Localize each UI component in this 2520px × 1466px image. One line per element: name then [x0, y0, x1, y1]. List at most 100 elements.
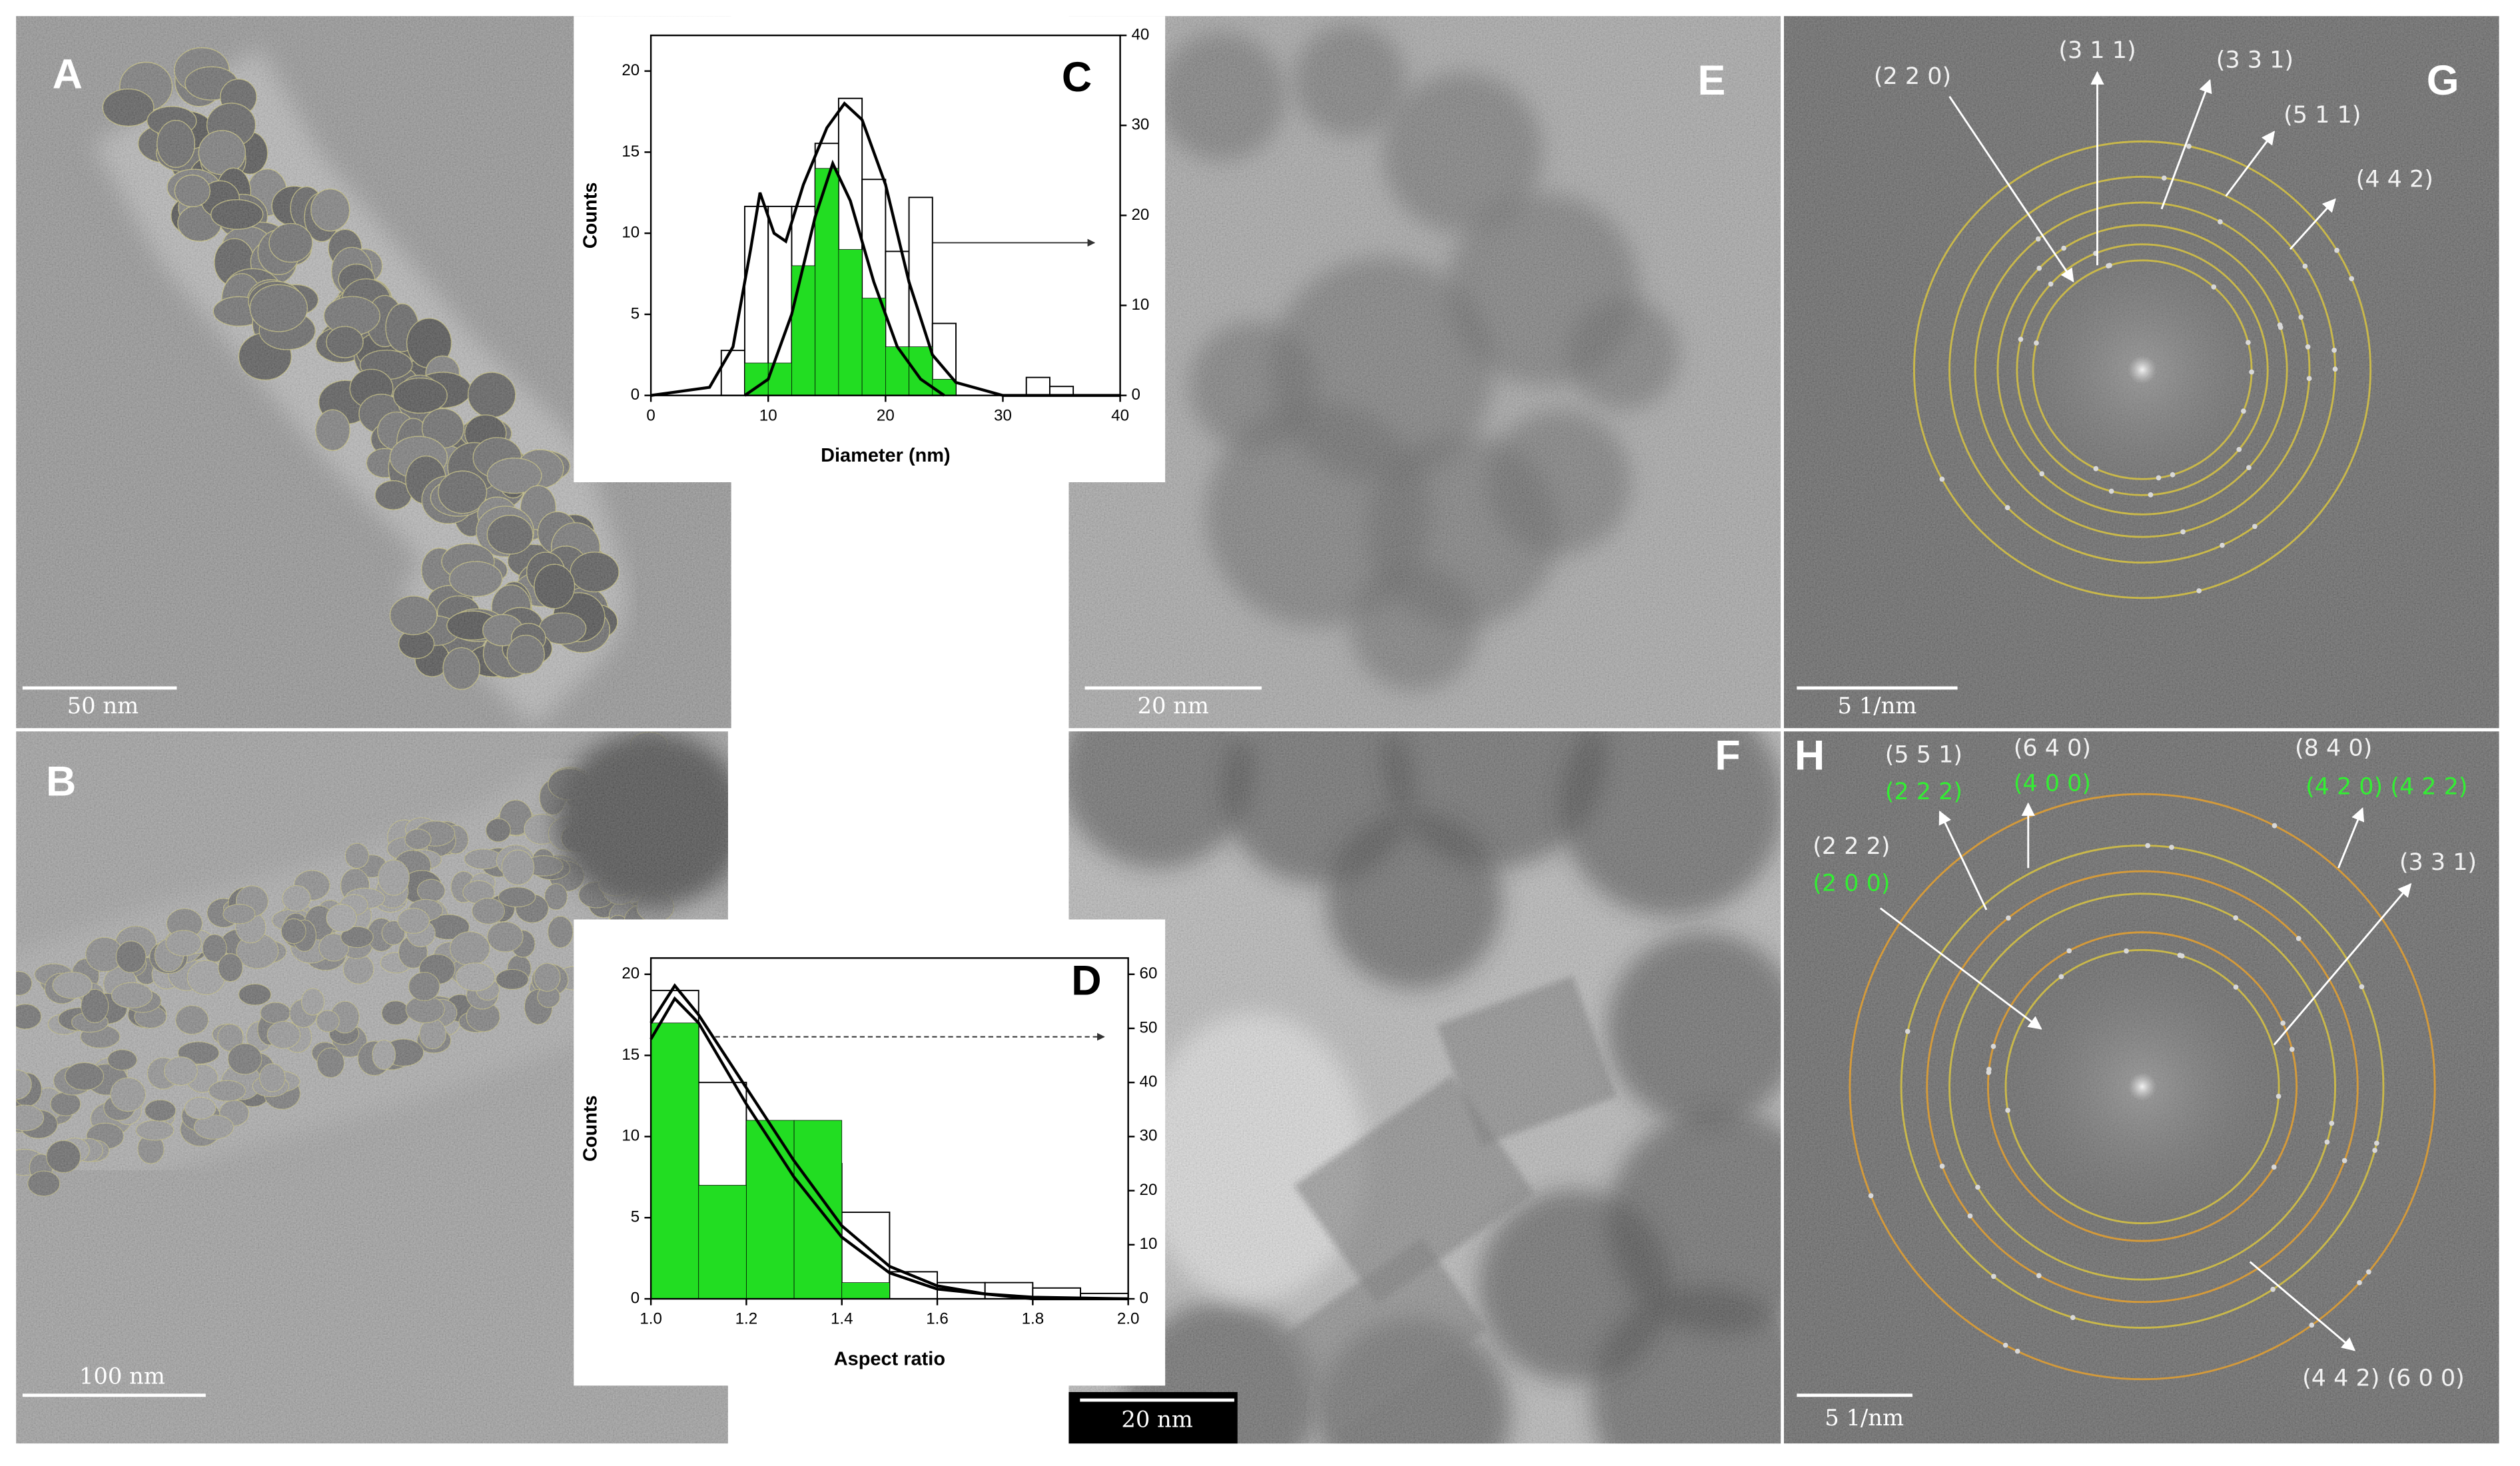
- diffraction-spot: [2270, 1286, 2276, 1292]
- panel-letter: F: [1715, 733, 1740, 779]
- ring-label: (5 5 1): [1885, 741, 1962, 768]
- diffraction-spot: [1990, 1274, 1996, 1280]
- panel-letter: D: [1071, 958, 1101, 1004]
- micrograph: [1068, 16, 1781, 729]
- x-tick-label: 1.2: [735, 1310, 758, 1328]
- micrograph: [1784, 16, 2499, 729]
- diffraction-spot: [2309, 1322, 2315, 1328]
- diffraction-spot: [2252, 524, 2258, 530]
- diffraction-spot: [2108, 488, 2114, 494]
- annotations: A B C D E F G H 50 nm 100 nm 20 nm 20 nm…: [22, 37, 2477, 1444]
- diffraction-spot: [2277, 322, 2283, 328]
- diffraction-spot: [2005, 1108, 2010, 1113]
- micrograph: [1784, 731, 2499, 1444]
- diffraction-spot: [2006, 915, 2011, 921]
- arrow: [2289, 198, 2336, 250]
- diffraction-ring: [1926, 870, 2359, 1303]
- diffraction-ring: [1849, 793, 2436, 1381]
- arrow: [1938, 810, 1988, 911]
- scale-bar-label: 20 nm: [1121, 1406, 1192, 1432]
- panel-letter: B: [46, 758, 76, 805]
- diffraction-spot: [1990, 1044, 1996, 1049]
- y2-tick-label: 0: [1140, 1289, 1148, 1307]
- diffraction-spot: [1975, 1184, 1980, 1190]
- diffraction-spot: [2036, 1273, 2042, 1278]
- diffraction-spot: [2329, 1120, 2335, 1126]
- x-tick-label: 1.6: [926, 1310, 949, 1328]
- panel-letter: G: [2427, 57, 2459, 104]
- diffraction-spot: [1967, 1213, 1973, 1219]
- y-axis-title: Counts: [580, 1095, 601, 1162]
- diffraction-spot: [2048, 281, 2054, 287]
- diffraction-spot: [2359, 984, 2365, 990]
- ring-label-green: (2 0 0): [1813, 870, 1890, 897]
- fit-curve: [649, 996, 1128, 1301]
- ring-label-green: (4 0 0): [2014, 771, 2091, 797]
- diffraction-spot: [2276, 1094, 2282, 1099]
- y-tick-label: 5: [631, 1208, 639, 1226]
- histogram-bar: [1025, 376, 1050, 396]
- diffraction-spot: [2036, 265, 2042, 271]
- diffraction-spot: [1939, 476, 1945, 482]
- y-axis-title: Counts: [580, 183, 601, 249]
- x-tick-label: 1.8: [1022, 1310, 1045, 1328]
- histogram-bar: [720, 350, 745, 396]
- diffraction-spot: [1986, 1070, 1992, 1075]
- grain: [1068, 731, 1781, 1444]
- arrow: [1948, 95, 2074, 283]
- ring-label: (2 2 2): [1813, 833, 1890, 860]
- y-tick-label: 0: [631, 1289, 639, 1307]
- diffraction-spot: [2233, 984, 2239, 990]
- diffraction-spot: [2246, 465, 2252, 470]
- diffraction-spot: [2306, 376, 2312, 382]
- diffraction-spot: [2298, 314, 2304, 320]
- ring-label-green: (4 2 0) (4 2 2): [2306, 774, 2468, 801]
- diffraction-spot: [1904, 1028, 1910, 1034]
- x-tick-label: 20: [877, 406, 895, 424]
- y2-tick-label: 0: [1131, 386, 1140, 404]
- histogram-bar: [744, 362, 769, 396]
- micrograph: [1068, 731, 1781, 1444]
- fft-glow: [1965, 192, 2319, 547]
- y2-tick-label: 40: [1140, 1073, 1158, 1091]
- diffraction-spot: [2366, 1269, 2371, 1275]
- scale-bar-label: 5 1/nm: [1825, 1405, 1904, 1431]
- diffraction-spot: [2305, 344, 2311, 350]
- diffraction-spot: [2349, 276, 2355, 282]
- panel-letter: A: [53, 51, 83, 97]
- y2-tick-label: 40: [1131, 25, 1149, 43]
- arrow: [2160, 79, 2212, 210]
- diffraction-spot: [2018, 336, 2024, 342]
- ring-label: (6 4 0): [2014, 735, 2091, 762]
- diffraction-spot: [2331, 347, 2337, 353]
- ring-label: (2 2 0): [1874, 63, 1951, 90]
- diffraction-spot: [2280, 1020, 2286, 1026]
- diffraction-spot: [2035, 236, 2041, 242]
- x-tick-label: 1.0: [639, 1310, 662, 1328]
- y-tick-label: 20: [622, 61, 639, 79]
- diffraction-spot: [2241, 408, 2246, 414]
- diffraction-spot: [2332, 366, 2338, 372]
- ring-label: (8 4 0): [2295, 735, 2372, 762]
- diffraction-spot: [2014, 1348, 2020, 1354]
- panel-letter: C: [1062, 54, 1092, 101]
- diffraction-ring: [2004, 948, 2280, 1225]
- panel-letter: E: [1698, 57, 1726, 104]
- diffraction-ring: [1986, 931, 2298, 1242]
- fit-curve: [650, 101, 1120, 397]
- y-tick-label: 5: [631, 304, 639, 322]
- ring-label: (4 4 2) (6 0 0): [2302, 1365, 2465, 1392]
- diffraction-spot: [2372, 1148, 2377, 1153]
- diffraction-spot: [2058, 974, 2064, 980]
- panel-letter: H: [1795, 733, 1825, 779]
- histogram-bar: [861, 298, 886, 396]
- histogram-bar: [885, 346, 909, 396]
- diffraction-spot: [2296, 936, 2302, 941]
- ring-label: (3 3 1): [2216, 47, 2294, 74]
- diffraction-spot: [2170, 472, 2176, 478]
- histogram-bar: [698, 1185, 747, 1299]
- diffraction-spot: [2093, 466, 2099, 472]
- diffraction-spot: [2156, 475, 2162, 481]
